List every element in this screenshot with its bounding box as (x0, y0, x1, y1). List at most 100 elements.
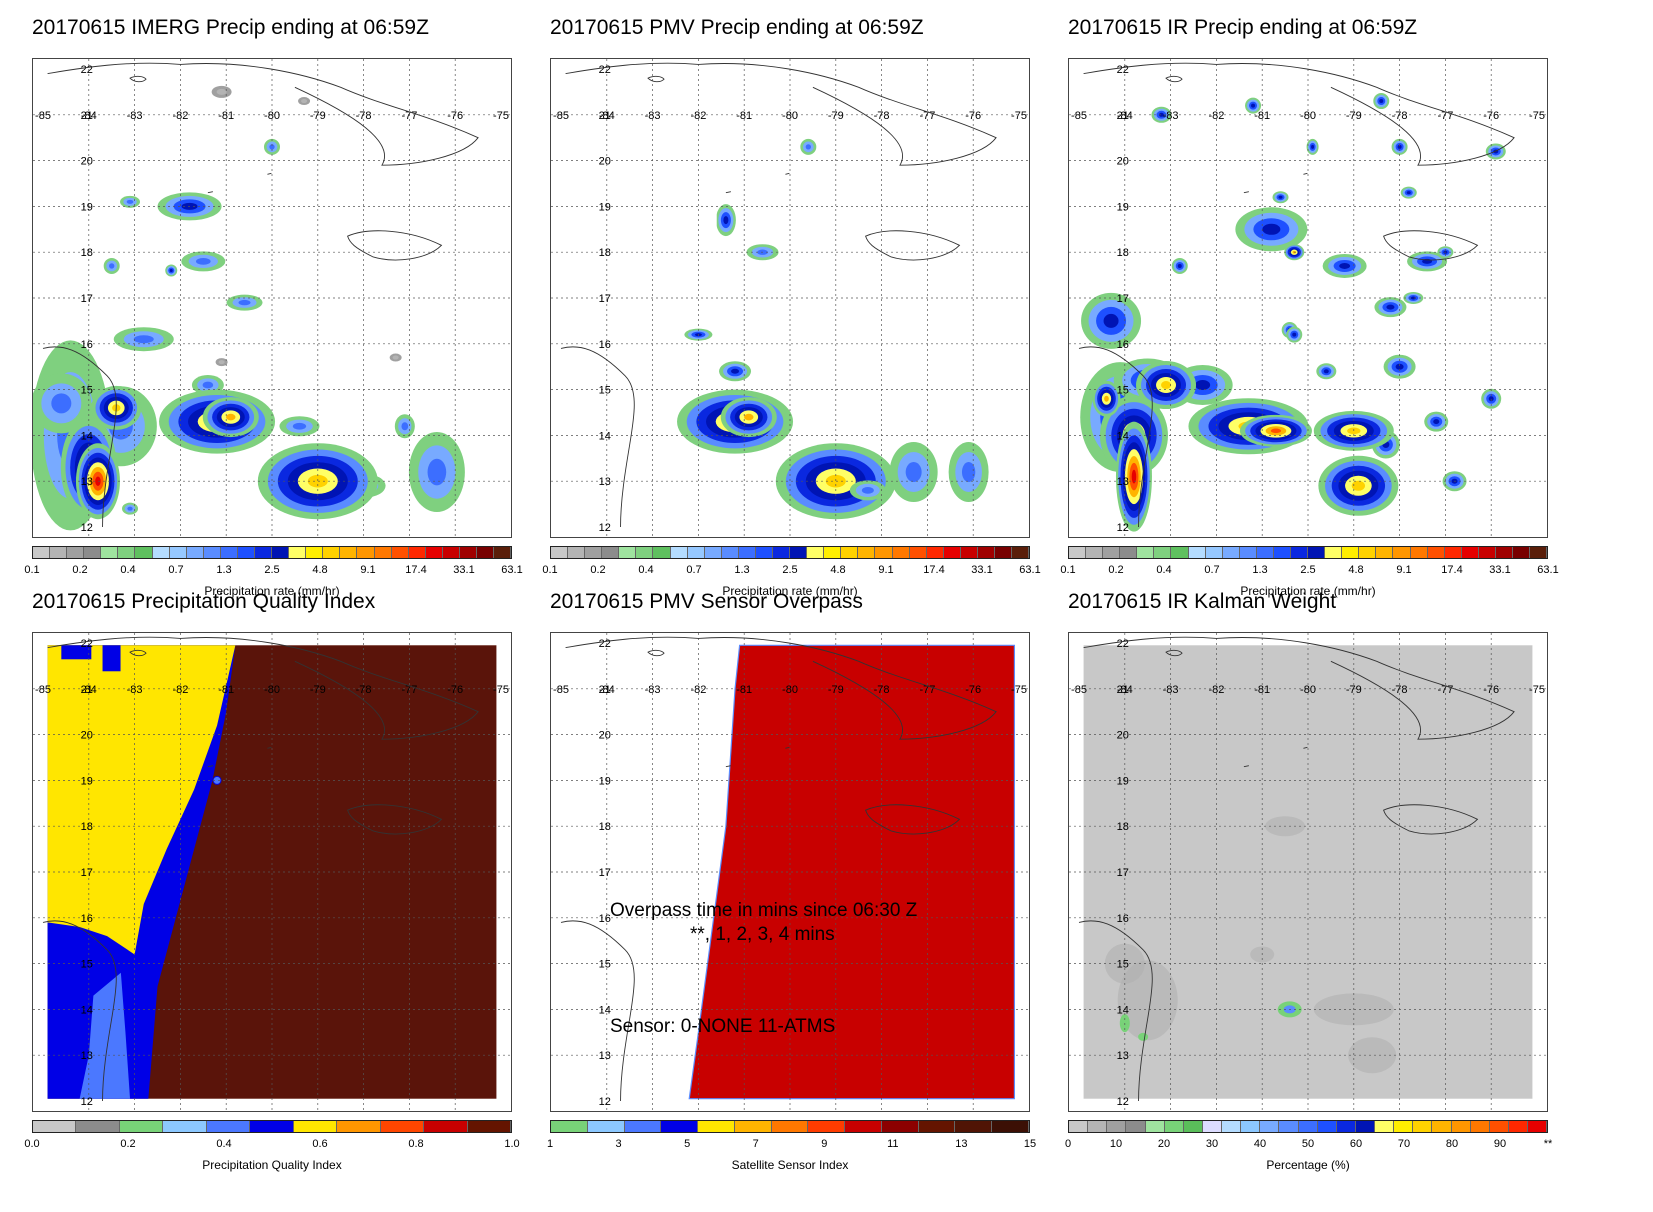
colorbar-tick-label: ** (1543, 1138, 1553, 1150)
pqi-lightblue (79, 972, 131, 1099)
colorbar-tick-label: 0.2 (120, 1138, 136, 1150)
colorbar-tick-label: 1.3 (216, 564, 232, 576)
colorbar-swatch (250, 1121, 294, 1132)
colorbar-swatch (1202, 1121, 1222, 1132)
colorbar-swatch (1528, 1121, 1548, 1132)
lat-label: 13 (1117, 476, 1129, 488)
lon-label: -85 (553, 110, 569, 122)
colorbar-swatch (76, 1121, 120, 1132)
lat-label: 21 (81, 684, 93, 696)
contour-level (1395, 363, 1404, 370)
lon-label: -75 (1011, 110, 1027, 122)
colorbar-swatch (1375, 1121, 1395, 1132)
lat-label: 22 (1117, 64, 1129, 76)
coastlines (1078, 636, 1515, 1102)
lon-label: -76 (1483, 684, 1499, 696)
lat-label: 12 (1117, 1096, 1129, 1108)
lat-label: 17 (599, 293, 611, 305)
colorbar-swatch (459, 547, 478, 558)
lat-label: 12 (81, 1096, 93, 1108)
map-svg: -85 -84 -83 -82 -81 -80 -79 -78 -77 -76 -752221201… (33, 59, 511, 537)
colorbar-swatch (1291, 547, 1309, 558)
colorbar-swatch (1393, 547, 1411, 558)
lat-label: 19 (599, 775, 611, 787)
colorbar-swatch (845, 1121, 882, 1132)
coast-cayman (1243, 172, 1308, 194)
colorbar-swatch (1239, 547, 1257, 558)
colorbar-tick-label: 50 (1301, 1138, 1315, 1150)
colorbar-swatch (1183, 1121, 1203, 1132)
precip-cell (1481, 388, 1502, 409)
panel-title: 20170615 PMV Precip ending at 06:59Z (550, 16, 924, 39)
lon-label: -81 (218, 684, 234, 696)
colorbar-tick-label: 0.4 (216, 1138, 232, 1150)
lon-label: -75 (493, 110, 509, 122)
lon-label: -82 (690, 684, 706, 696)
colorbar-swatch (293, 1121, 338, 1132)
colorbar-swatch (824, 547, 842, 558)
lon-label: -83 (645, 110, 661, 122)
contour-level (1292, 332, 1297, 337)
no-coverage (551, 59, 717, 298)
contour-level (805, 144, 811, 150)
colorbar-tick-label: 0.1 (1060, 564, 1076, 576)
colorbar-tick-label: 20 (1157, 1138, 1171, 1150)
colorbar-swatch (477, 547, 495, 558)
colorbar-swatch (1489, 1121, 1509, 1132)
colorbar-tick-label: 0.2 (72, 564, 88, 576)
coast-jamaica (347, 230, 443, 261)
low-precip (389, 353, 402, 362)
lat-label: 13 (81, 476, 93, 488)
contour-level (169, 269, 173, 273)
lon-label: -81 (1254, 684, 1270, 696)
contour-level (723, 216, 729, 225)
contour-level (307, 474, 328, 488)
lon-label: -75 (1011, 684, 1027, 696)
precip-cell (1272, 191, 1289, 204)
precip-cell (33, 373, 92, 434)
colorbar-swatch (1086, 547, 1104, 558)
precip-cell (849, 480, 886, 501)
colorbar-swatch (340, 547, 358, 558)
grid-labels: -85 -84 -83 -82 -81 -80 -79 -78 -77 -76 -752221201… (1071, 64, 1545, 534)
colorbar-swatch (1461, 547, 1479, 558)
precip-cell (1092, 380, 1121, 417)
coast-isla (129, 649, 147, 657)
contour-level (1161, 381, 1172, 390)
sensor-line: Sensor: 0-NONE 11-ATMS (610, 1016, 836, 1037)
contour-level (269, 144, 275, 150)
lat-label: 12 (1117, 522, 1129, 534)
lon-label: -79 (1346, 684, 1362, 696)
pqi-patch (102, 645, 121, 672)
colorbar-swatch (721, 547, 739, 558)
coast-isla (647, 649, 665, 657)
coast-jamaica (1383, 804, 1479, 835)
colorbar-ticks: 0.1 0.2 0.4 0.7 1.3 2.5 4.8 9.1 17.4 33.1 63.1 (542, 564, 1040, 578)
precip-cell (113, 327, 174, 352)
colorbar-tick-label: 3 (615, 1138, 622, 1150)
colorbar-swatch (881, 1121, 919, 1132)
colorbar-tick-label: 9.1 (360, 564, 376, 576)
lon-label: -78 (1392, 684, 1408, 696)
colorbar-tick-label: 10 (1109, 1138, 1123, 1150)
lon-label: -79 (310, 110, 326, 122)
lon-label: -80 (264, 110, 280, 122)
colorbar-swatch (357, 547, 375, 558)
colorbar-swatch (424, 1121, 468, 1132)
lon-label: -82 (172, 684, 188, 696)
lon-label: -85 (1071, 684, 1087, 696)
lon-label: -83 (127, 684, 143, 696)
lat-label: 15 (81, 959, 93, 971)
precip-cell (719, 361, 752, 382)
colorbar-tick-label: 30 (1205, 1138, 1219, 1150)
coast-central-america (42, 346, 117, 528)
lat-label: 16 (81, 339, 93, 351)
colorbar-swatch (551, 547, 569, 558)
contour-level (1104, 395, 1109, 402)
colorbar-swatch (1432, 1121, 1452, 1132)
contour-level (1433, 419, 1440, 425)
lat-label: 20 (1117, 156, 1129, 168)
colorbar-swatch (255, 547, 273, 558)
contour-level (861, 487, 874, 494)
colorbar-swatch (892, 547, 910, 558)
